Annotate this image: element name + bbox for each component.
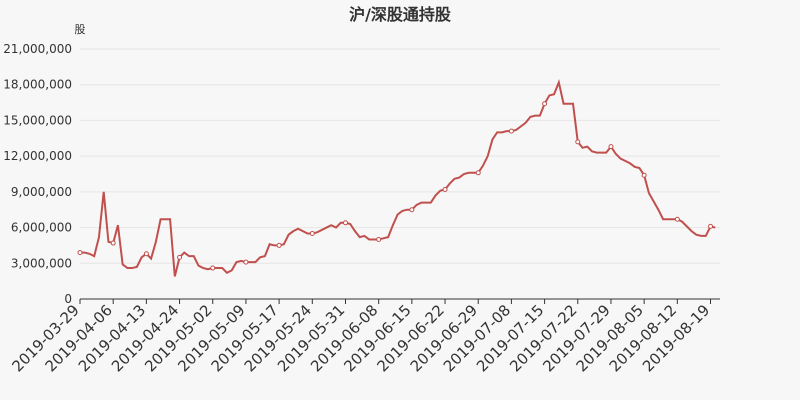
point-marker: [442, 186, 448, 192]
y-tick-label: 21,000,000: [3, 42, 72, 56]
point-marker: [508, 128, 514, 134]
y-tick-label: 15,000,000: [3, 113, 72, 127]
point-marker: [376, 236, 382, 242]
point-marker: [309, 231, 315, 237]
series-line: [80, 78, 716, 277]
y-tick-label: 18,000,000: [3, 78, 72, 92]
point-marker: [641, 172, 647, 178]
y-tick-label: 12,000,000: [3, 149, 72, 163]
y-tick-label: 0: [64, 292, 72, 306]
point-marker: [342, 220, 348, 226]
point-marker: [542, 101, 548, 107]
y-tick-label: 3,000,000: [11, 256, 72, 270]
point-marker: [674, 216, 680, 222]
y-axis-label: 股: [75, 23, 86, 36]
point-marker: [708, 223, 714, 229]
point-marker: [575, 139, 581, 145]
point-marker: [177, 254, 183, 260]
y-tick-label: 9,000,000: [11, 185, 72, 199]
point-marker: [243, 259, 249, 265]
point-marker: [143, 251, 149, 257]
point-marker: [110, 240, 116, 246]
point-marker: [77, 250, 83, 256]
point-marker: [210, 265, 216, 271]
y-tick-label: 6,000,000: [11, 221, 72, 235]
chart-title: 沪/深股通持股: [349, 5, 452, 24]
point-marker: [608, 144, 614, 150]
point-marker: [276, 242, 282, 248]
point-marker: [475, 170, 481, 176]
point-marker: [409, 207, 415, 213]
